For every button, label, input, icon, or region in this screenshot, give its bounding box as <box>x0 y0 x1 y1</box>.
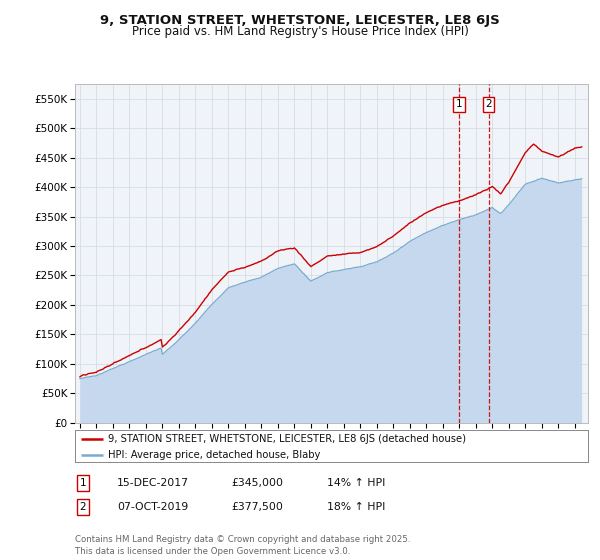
Text: £345,000: £345,000 <box>231 478 283 488</box>
Text: 9, STATION STREET, WHETSTONE, LEICESTER, LE8 6JS: 9, STATION STREET, WHETSTONE, LEICESTER,… <box>100 14 500 27</box>
Text: 15-DEC-2017: 15-DEC-2017 <box>117 478 189 488</box>
Text: 2: 2 <box>79 502 86 512</box>
Text: Price paid vs. HM Land Registry's House Price Index (HPI): Price paid vs. HM Land Registry's House … <box>131 25 469 38</box>
Text: 1: 1 <box>455 99 462 109</box>
Text: HPI: Average price, detached house, Blaby: HPI: Average price, detached house, Blab… <box>109 450 321 460</box>
Text: 14% ↑ HPI: 14% ↑ HPI <box>327 478 385 488</box>
Text: 1: 1 <box>79 478 86 488</box>
Text: 18% ↑ HPI: 18% ↑ HPI <box>327 502 385 512</box>
Text: £377,500: £377,500 <box>231 502 283 512</box>
Text: 9, STATION STREET, WHETSTONE, LEICESTER, LE8 6JS (detached house): 9, STATION STREET, WHETSTONE, LEICESTER,… <box>109 433 466 444</box>
Text: 2: 2 <box>485 99 492 109</box>
Text: 07-OCT-2019: 07-OCT-2019 <box>117 502 188 512</box>
Text: Contains HM Land Registry data © Crown copyright and database right 2025.
This d: Contains HM Land Registry data © Crown c… <box>75 535 410 556</box>
